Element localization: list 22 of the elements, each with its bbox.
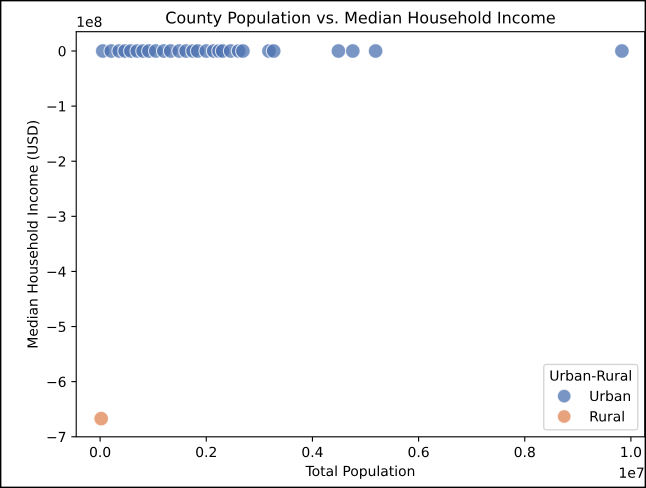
x-tick-label: 0.4 [302, 446, 323, 458]
y-tick-label: −7 [48, 432, 66, 442]
x-tick-label: 0.2 [196, 446, 216, 458]
legend-label: Rural [590, 410, 624, 422]
y-tick-label: −6 [48, 376, 66, 388]
legend-title: Urban-Rural [550, 370, 631, 381]
y-tick-label: −5 [48, 322, 66, 332]
y-tick-label: −1 [48, 101, 66, 112]
x-tick-label: 0.0 [90, 446, 110, 458]
x-tick-label: 0.8 [514, 446, 535, 458]
y-axis-title: Median Household Income (USD) [27, 120, 40, 348]
text: 1e8 [78, 16, 102, 28]
y-tick-label: −4 [48, 266, 66, 277]
chart-title: County Population vs. Median Household Income [166, 11, 555, 27]
text: 1e7 [620, 468, 644, 478]
y-tick-label: −2 [48, 156, 66, 166]
x-axis-title: Total Population [306, 465, 414, 479]
x-tick-label: 1.0 [621, 446, 642, 458]
legend-label: Urban [590, 390, 630, 402]
y-tick-label: 0 [58, 46, 66, 56]
y-tick-label: −3 [48, 211, 66, 222]
x-tick-label: 0.6 [408, 446, 429, 458]
